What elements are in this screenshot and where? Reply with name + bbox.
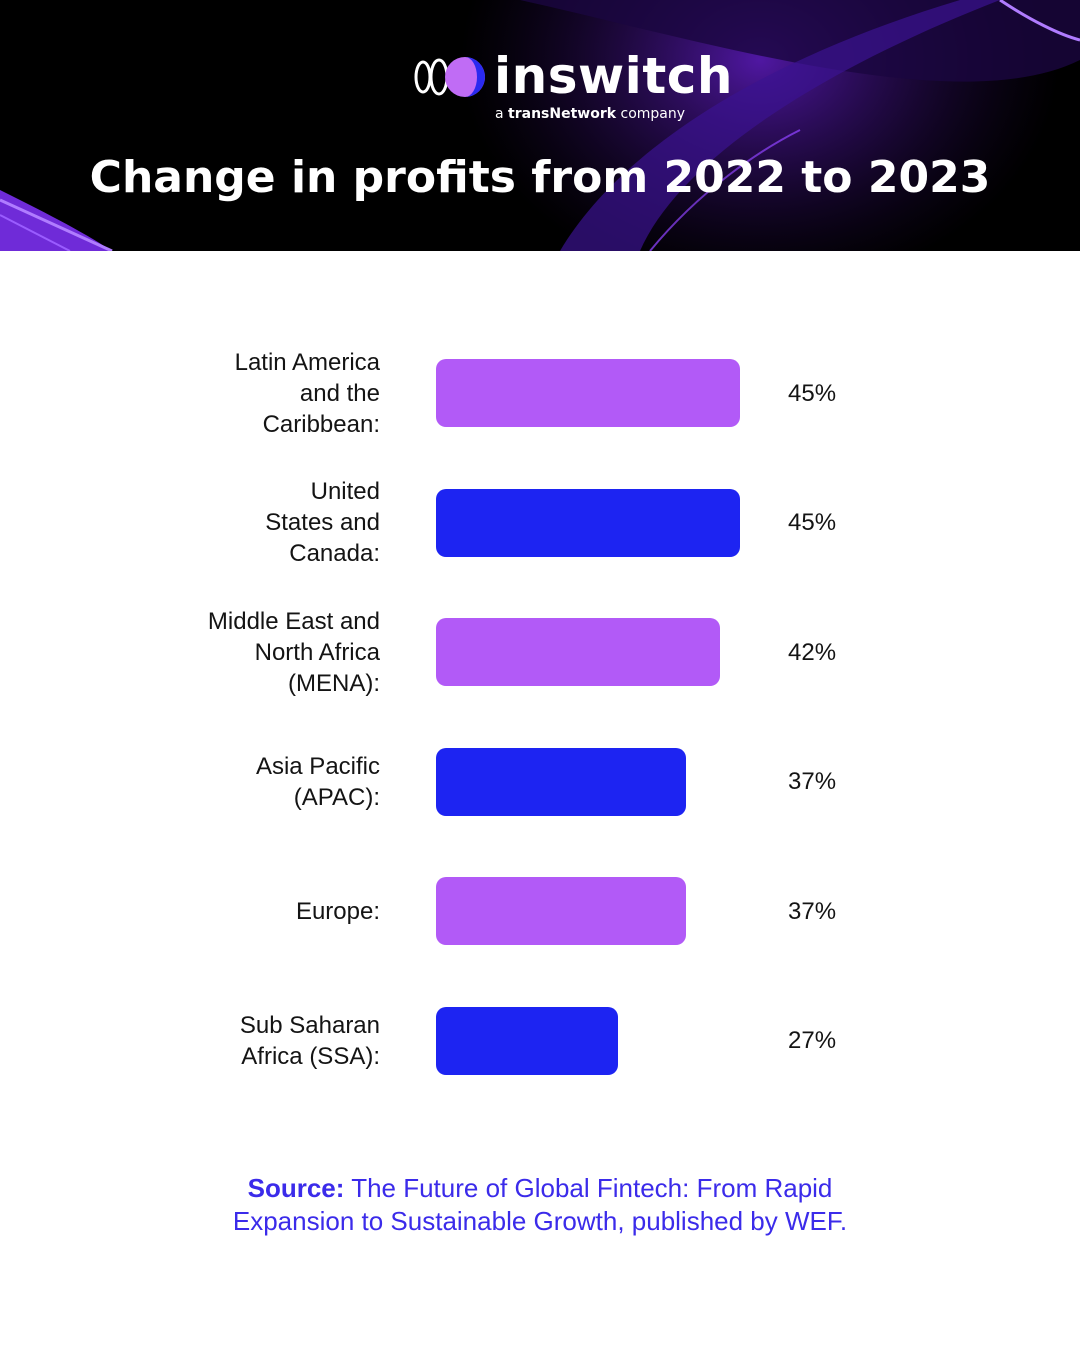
bar <box>436 488 740 557</box>
tagline-prefix: a <box>495 106 504 122</box>
header-banner: inswitch a transNetwork company Change i… <box>0 0 1080 251</box>
category-label: United States and Canada: <box>265 478 380 567</box>
bar <box>436 747 686 816</box>
category-label: Asia Pacific (APAC): <box>255 752 380 811</box>
brand-logo: inswitch a transNetwork company <box>0 48 1080 128</box>
source-note: Source: The Future of Global Fintech: Fr… <box>0 1172 1080 1238</box>
brand-tagline: a transNetwork company <box>495 105 685 123</box>
brand-name: inswitch <box>494 47 733 105</box>
bar <box>436 1006 619 1075</box>
source-label: Source: <box>247 1173 345 1203</box>
category-label: Europe: <box>295 897 380 925</box>
tagline-company: transNetwork <box>508 106 617 122</box>
source-line-1: Source: The Future of Global Fintech: Fr… <box>0 1172 1080 1205</box>
category-label: Sub Saharan Africa (SSA): <box>239 1011 380 1070</box>
tagline-suffix: company <box>620 106 686 122</box>
inswitch-logo-icon <box>414 57 485 97</box>
value-label: 27% <box>788 1027 837 1054</box>
value-label: 45% <box>788 379 837 407</box>
category-label: Latin America and the Caribbean: <box>234 348 380 438</box>
category-label: Middle East and North Africa (MENA): <box>207 607 380 697</box>
bar <box>436 359 740 427</box>
chart-title: Change in profits from 2022 to 2023 <box>89 152 991 203</box>
value-label: 45% <box>788 509 837 536</box>
bar <box>436 877 686 945</box>
bar <box>436 618 720 686</box>
value-label: 42% <box>788 638 837 666</box>
value-label: 37% <box>788 768 837 795</box>
value-label: 37% <box>788 897 837 925</box>
source-title-part-1: The Future of Global Fintech: From Rapid <box>351 1173 833 1203</box>
source-line-2: Expansion to Sustainable Growth, publish… <box>232 1206 848 1236</box>
header-background-art <box>0 0 1080 251</box>
